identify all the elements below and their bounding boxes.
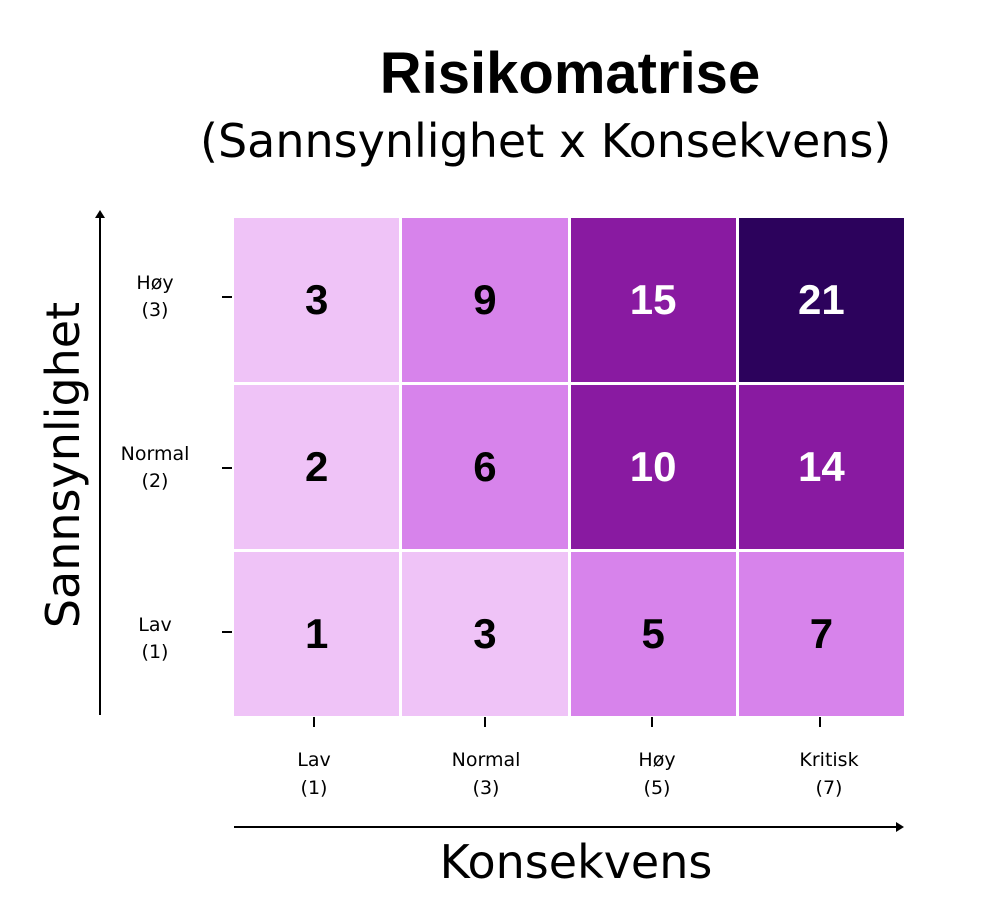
cell-value: 10: [629, 443, 677, 490]
x-tick-name: Høy: [638, 749, 676, 771]
x-tick-mark: [484, 717, 486, 727]
x-tick-mark: [819, 717, 821, 727]
matrix-cell: 3: [402, 552, 568, 716]
x-axis-label: Konsekvens: [439, 835, 713, 889]
chart-subtitle: (Sannsynlighet x Konsekvens): [200, 114, 892, 168]
cell-value: 6: [473, 443, 497, 490]
x-axis-arrow-icon: [896, 822, 904, 832]
matrix-cell: 5: [570, 552, 736, 716]
x-tick-label: Kritisk (7): [779, 746, 879, 802]
y-axis-label: Sannsynlighet: [36, 301, 90, 629]
y-tick-value: (1): [141, 641, 169, 663]
y-tick-name: Normal: [120, 443, 190, 465]
y-tick-name: Høy: [136, 272, 174, 294]
cell-value: 15: [629, 276, 677, 323]
matrix-cell: 3: [234, 218, 400, 382]
matrix-cell: 1: [234, 552, 400, 716]
matrix-cell: 15: [570, 218, 736, 382]
x-tick-label: Lav (1): [264, 746, 364, 802]
x-tick-name: Kritisk: [799, 749, 859, 771]
y-tick-value: (2): [141, 470, 169, 492]
matrix-cell: 10: [570, 385, 736, 549]
x-tick-label: Høy (5): [607, 746, 707, 802]
matrix-cell: 14: [738, 385, 904, 549]
x-tick-value: (5): [643, 777, 671, 799]
x-tick-mark: [313, 717, 315, 727]
matrix-cell: 2: [234, 385, 400, 549]
cell-value: 14: [798, 443, 845, 490]
y-tick-mark: [222, 631, 232, 633]
x-tick-name: Normal: [451, 749, 521, 771]
x-tick-value: (1): [300, 777, 328, 799]
cell-value: 7: [809, 610, 834, 657]
x-tick-mark: [651, 717, 653, 727]
y-tick-label: Høy (3): [120, 270, 190, 324]
y-tick-mark: [222, 467, 232, 469]
y-axis-line: [99, 215, 101, 715]
matrix-cell: 21: [738, 218, 904, 382]
y-tick-value: (3): [141, 299, 169, 321]
cell-value: 21: [798, 276, 845, 323]
matrix-cell: 7: [738, 552, 904, 716]
y-tick-label: Normal (2): [120, 441, 190, 495]
cell-value: 3: [473, 610, 497, 657]
y-tick-label: Lav (1): [120, 612, 190, 666]
cell-value: 1: [304, 610, 329, 657]
x-tick-value: (7): [815, 777, 843, 799]
cell-value: 5: [641, 610, 665, 657]
matrix-cell: 6: [402, 385, 568, 549]
cell-value: 2: [304, 443, 329, 490]
matrix-cell: 9: [402, 218, 568, 382]
x-tick-value: (3): [472, 777, 500, 799]
cell-value: 9: [473, 276, 497, 323]
x-axis-line: [234, 826, 898, 828]
cell-value: 3: [304, 276, 329, 323]
y-tick-name: Lav: [138, 614, 172, 636]
risk-matrix-grid: 3 9 15 21 2 6 10 14 1 3 5 7: [234, 218, 904, 716]
x-tick-name: Lav: [297, 749, 331, 771]
y-tick-mark: [222, 296, 232, 298]
x-tick-label: Normal (3): [436, 746, 536, 802]
y-axis-arrow-icon: [95, 210, 105, 218]
chart-title: Risikomatrise: [379, 41, 761, 106]
